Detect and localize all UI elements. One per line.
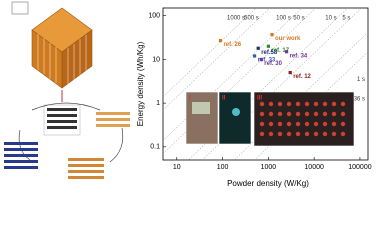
led xyxy=(331,111,337,117)
led xyxy=(313,111,319,117)
schematic xyxy=(4,1,130,179)
time-label: 1000 s xyxy=(227,15,245,21)
time-line xyxy=(254,51,368,160)
y-tick-label: 1 xyxy=(156,100,160,107)
led xyxy=(277,101,283,107)
led xyxy=(304,101,310,107)
inset-photo xyxy=(253,91,355,147)
led xyxy=(304,111,310,117)
plot-frame xyxy=(162,7,369,161)
led xyxy=(313,101,319,107)
inset-photo xyxy=(218,91,252,145)
x-axis-label: Powder density (W/Kg) xyxy=(227,179,309,188)
led xyxy=(268,101,274,107)
time-label: 1 s xyxy=(357,77,365,83)
led xyxy=(340,131,346,137)
led xyxy=(259,131,265,137)
point-label: ref. 12 xyxy=(293,74,311,80)
led xyxy=(313,121,319,127)
led xyxy=(295,111,301,117)
led xyxy=(268,121,274,127)
time-label: 0.36 s xyxy=(349,96,365,102)
inset-label: III xyxy=(257,96,262,102)
point-label: our work xyxy=(275,36,301,42)
time-line xyxy=(188,8,349,160)
point-label: ref. 26 xyxy=(223,42,241,48)
time-label: 5 s xyxy=(342,15,350,21)
inset-label: I xyxy=(189,96,191,102)
y-axis-label: Energy density (Wh/Kg) xyxy=(136,41,145,126)
led xyxy=(259,121,265,127)
data-point xyxy=(288,70,292,75)
time-line xyxy=(163,8,271,111)
plot: 10 100 1000 10000 100000 0.1 1 10 100 1000 s 500 s… xyxy=(148,13,371,171)
point-label: ref. 34 xyxy=(290,53,308,59)
time-label: 10 s xyxy=(325,15,336,21)
led xyxy=(331,101,337,107)
data-point xyxy=(259,57,263,62)
led xyxy=(286,101,292,107)
led xyxy=(322,121,328,127)
led xyxy=(340,111,346,117)
point-label: ref. 17 xyxy=(271,48,289,54)
data-point xyxy=(284,50,289,54)
time-label: 100 s xyxy=(276,15,291,21)
x-tick-label: 1000 xyxy=(261,164,277,171)
time-line xyxy=(163,8,317,154)
y-tick-label: 10 xyxy=(152,56,160,63)
led xyxy=(268,131,274,137)
led xyxy=(322,101,328,107)
meter xyxy=(192,102,210,114)
led xyxy=(286,121,292,127)
led xyxy=(286,131,292,137)
led xyxy=(304,121,310,127)
time-line xyxy=(163,8,303,141)
led xyxy=(304,131,310,137)
data-point xyxy=(218,38,223,43)
data-point xyxy=(270,32,274,37)
y-tick-label: 100 xyxy=(148,13,160,20)
point-label: ref. 33 xyxy=(258,58,276,64)
x-tick-label: 100 xyxy=(217,164,229,171)
figure: 10 100 1000 10000 100000 0.1 1 10 100 1000 s 500 s… xyxy=(4,1,372,188)
led xyxy=(286,111,292,117)
time-line xyxy=(163,8,257,98)
point-label: ref. 30 xyxy=(264,61,282,67)
glow xyxy=(232,108,240,116)
x-tick-label: 100000 xyxy=(348,164,371,171)
led xyxy=(331,121,337,127)
led xyxy=(277,131,283,137)
led xyxy=(277,111,283,117)
led xyxy=(268,111,274,117)
led xyxy=(259,101,265,107)
led xyxy=(313,131,319,137)
point-label: ref.58 xyxy=(261,50,278,56)
time-label: 500 s xyxy=(244,15,259,21)
time-label: 50 s xyxy=(293,15,304,21)
led xyxy=(322,131,328,137)
led xyxy=(295,131,301,137)
data-point xyxy=(256,46,260,50)
led xyxy=(322,111,328,117)
x-tick-label: 10 xyxy=(173,164,181,171)
led xyxy=(295,121,301,127)
inset-photo xyxy=(185,91,219,145)
led xyxy=(340,121,346,127)
data-point xyxy=(266,44,270,48)
led xyxy=(277,121,283,127)
inset-label: II xyxy=(222,96,226,102)
led xyxy=(340,101,346,107)
led xyxy=(295,101,301,107)
data-point xyxy=(252,54,257,58)
x-tick-label: 10000 xyxy=(304,164,324,171)
y-tick-label: 0.1 xyxy=(150,144,160,151)
led xyxy=(259,111,265,117)
led xyxy=(331,131,337,137)
